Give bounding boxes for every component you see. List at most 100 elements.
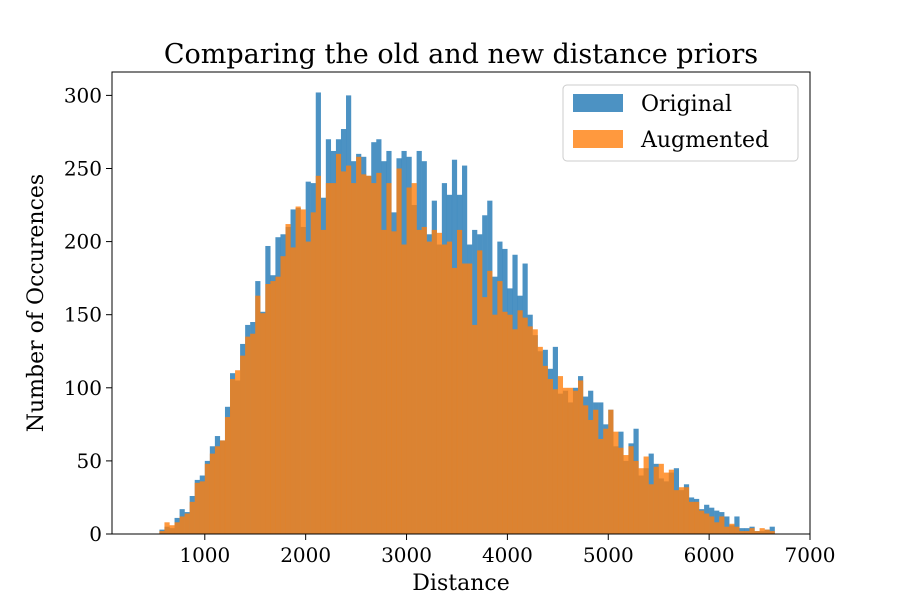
y-tick-label: 0 [89, 522, 102, 546]
bar-augmented [325, 183, 332, 535]
bar-augmented [598, 438, 604, 534]
bar-augmented [648, 484, 654, 534]
bar-augmented [467, 263, 473, 534]
bar-augmented [204, 463, 210, 534]
bar-augmented [542, 365, 548, 534]
x-tick-label: 2000 [280, 543, 331, 567]
x-tick-label: 1000 [179, 543, 230, 567]
bar-augmented [250, 333, 256, 534]
y-tick-label: 100 [64, 376, 102, 400]
bar-augmented [330, 183, 337, 535]
bar-augmented [628, 446, 634, 534]
bar-augmented [673, 490, 680, 534]
x-tick-label: 7000 [785, 543, 836, 567]
bar-augmented [593, 409, 599, 534]
legend-label-original: Original [641, 92, 732, 117]
bar-augmented [396, 168, 402, 535]
bar-augmented [305, 241, 311, 534]
bar-augmented [260, 313, 266, 534]
bar-augmented [562, 387, 569, 534]
legend-swatch-augmented [573, 130, 623, 148]
bar-augmented [270, 281, 276, 534]
bar-augmented [709, 516, 715, 534]
bar-augmented [613, 431, 619, 534]
bar-augmented [285, 224, 291, 535]
bar-augmented [623, 455, 629, 534]
legend: Original Augmented [562, 84, 799, 162]
bar-augmented [688, 501, 695, 534]
y-tick-label: 200 [64, 230, 102, 254]
y-axis-label: Number of Occurences [24, 174, 49, 432]
x-axis-label: Distance [412, 571, 509, 596]
bar-augmented [643, 456, 649, 534]
bar-augmented [497, 281, 503, 534]
bar-augmented [658, 463, 664, 534]
bar-augmented [638, 468, 644, 534]
bar-augmented [446, 241, 453, 534]
bar-augmented [492, 314, 498, 534]
bar-augmented [209, 453, 216, 534]
bar-augmented [189, 501, 195, 534]
bar-augmented [557, 376, 564, 534]
bar-augmented [714, 522, 720, 534]
bar-augmented [653, 466, 659, 534]
bar-augmented [749, 528, 755, 534]
bar-augmented [764, 529, 770, 534]
bar-augmented [739, 531, 745, 534]
bar-augmented [436, 232, 442, 534]
bar-augmented [633, 460, 639, 534]
plot-area-frame [111, 71, 811, 535]
bar-augmented [184, 513, 190, 534]
bar-augmented [583, 405, 589, 534]
bar-augmented [759, 528, 765, 534]
bar-augmented [487, 270, 493, 534]
bar-augmented [280, 256, 286, 534]
bar-augmented [567, 387, 574, 534]
bar-augmented [532, 329, 538, 534]
bar-augmented [164, 522, 170, 534]
bar-augmented [512, 329, 518, 534]
bar-augmented [174, 522, 180, 534]
x-tick-label: 5000 [583, 543, 634, 567]
bar-augmented [729, 523, 735, 534]
bar-augmented [230, 379, 236, 534]
bar-augmented [618, 447, 624, 534]
bar-augmented [255, 295, 261, 534]
bar-augmented [265, 283, 271, 534]
bar-augmented [441, 244, 448, 534]
bar-augmented [381, 229, 387, 534]
bar-augmented [537, 346, 543, 534]
bar-augmented [724, 526, 730, 534]
bar-augmented [376, 172, 382, 534]
bar-augmented [361, 174, 367, 534]
y-tick-label: 150 [64, 303, 102, 327]
x-tick-label: 3000 [381, 543, 432, 567]
bar-original [724, 516, 730, 534]
bar-augmented [547, 379, 553, 534]
bar-augmented [179, 516, 185, 534]
bar-augmented [416, 229, 422, 534]
bar-original [739, 528, 745, 534]
bar-augmented [578, 380, 584, 534]
bar-augmented [335, 153, 342, 534]
bar-augmented [320, 229, 326, 534]
y-tick-label: 50 [77, 449, 102, 473]
x-tick-label: 6000 [684, 543, 735, 567]
bar-augmented [451, 267, 458, 534]
bar-augmented [552, 389, 558, 534]
bar-augmented [734, 526, 740, 534]
y-axis-ticks: 0 50 100 150 200 250 300 [64, 83, 112, 546]
bar-original [734, 516, 740, 534]
bar-augmented [603, 428, 609, 534]
series-augmented-bars [159, 153, 775, 535]
legend-swatch-original [573, 94, 623, 112]
bar-augmented [310, 212, 316, 534]
bar-augmented [456, 229, 463, 534]
bar-augmented [431, 229, 437, 534]
bar-augmented [245, 336, 251, 534]
bar-augmented [462, 263, 468, 534]
bar-augmented [522, 317, 528, 534]
y-tick-label: 300 [64, 83, 102, 107]
y-tick-label: 250 [64, 156, 102, 180]
